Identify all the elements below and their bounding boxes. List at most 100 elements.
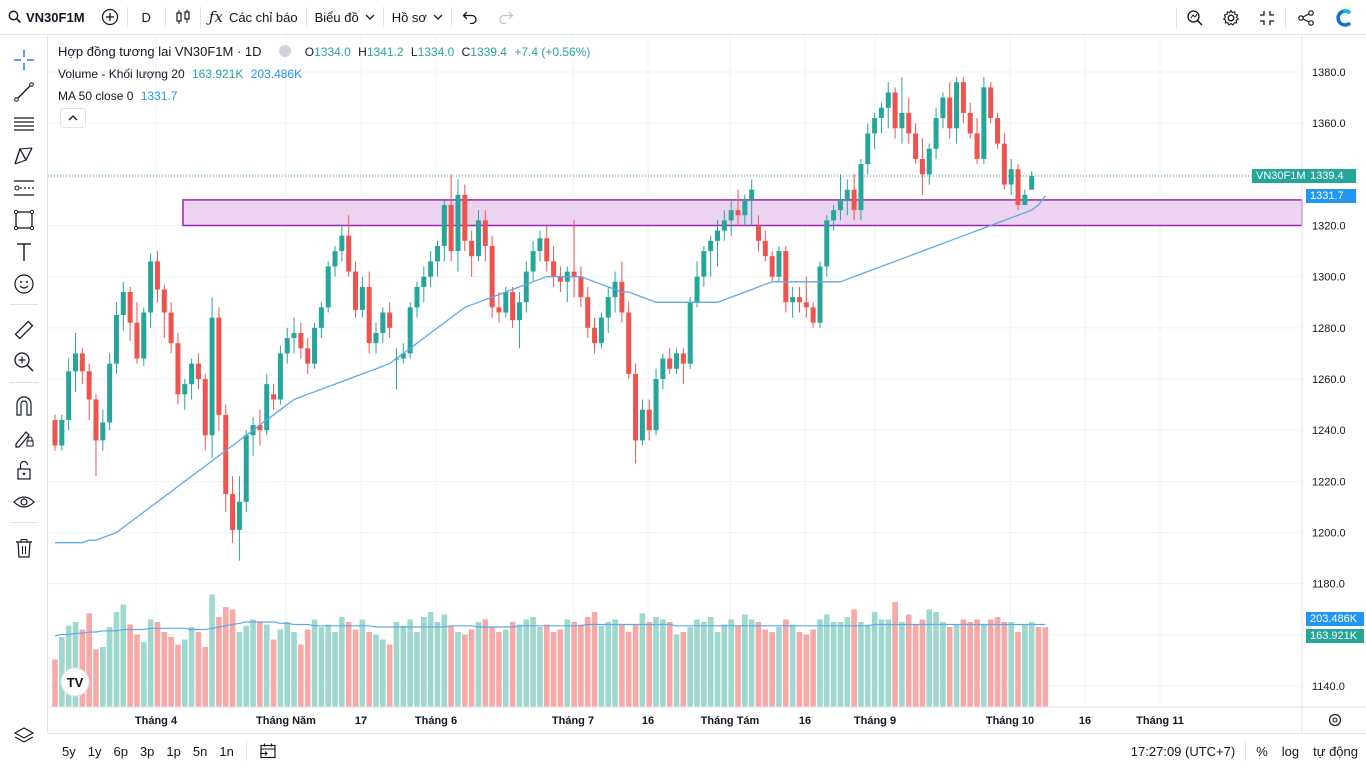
volume-bar xyxy=(113,612,120,707)
remove-drawings-tool[interactable] xyxy=(12,536,36,560)
volume-bar xyxy=(776,627,782,707)
volume-bar xyxy=(694,619,700,707)
chart-style-button[interactable] xyxy=(166,0,200,35)
compare-button[interactable] xyxy=(93,0,127,35)
fib-tool[interactable] xyxy=(12,176,36,200)
interval-button[interactable]: D xyxy=(141,9,151,25)
pattern-tool[interactable] xyxy=(12,144,36,168)
indicators-button[interactable]: ƒx Các chỉ báo xyxy=(201,0,306,35)
chart-type-label: Biểu đồ xyxy=(314,9,359,25)
volume-bar xyxy=(332,632,338,707)
emoji-tool[interactable] xyxy=(12,272,36,296)
volume-bar xyxy=(325,624,331,707)
range-button-5y[interactable]: 5y xyxy=(62,743,76,759)
volume-bar xyxy=(175,644,181,707)
layers-icon xyxy=(13,727,35,743)
candle-body xyxy=(892,92,898,129)
share-button[interactable] xyxy=(1286,0,1326,35)
timezone-button[interactable]: 17:27:09 (UTC+7) xyxy=(1130,743,1236,759)
range-button-1n[interactable]: 1n xyxy=(219,743,234,759)
volume-bar xyxy=(448,625,454,707)
range-button-6p[interactable]: 6p xyxy=(113,743,128,759)
price-chart[interactable]: 1140.01160.01180.01200.01220.01240.01260… xyxy=(48,36,1366,733)
crosshair-tool[interactable] xyxy=(12,48,36,72)
text-icon xyxy=(17,243,31,261)
volume-bar xyxy=(878,619,885,707)
high-label: H xyxy=(358,45,367,59)
candle-body xyxy=(434,245,440,262)
axis-settings-button[interactable] xyxy=(1328,713,1342,727)
magnet-tool[interactable] xyxy=(12,394,36,418)
log-scale-button[interactable]: log xyxy=(1281,743,1300,759)
candle-body xyxy=(277,353,283,400)
time-axis[interactable]: Tháng 4 Tháng Năm 17 Tháng 6 Tháng 7 16 Tháng … xyxy=(135,715,1184,727)
candle-body xyxy=(523,271,529,303)
volume-bar xyxy=(277,629,284,707)
collapse-legend-button[interactable] xyxy=(60,108,86,128)
app-logo-button[interactable] xyxy=(1326,0,1366,35)
percent-scale-button[interactable]: % xyxy=(1256,743,1268,759)
range-button-5n[interactable]: 5n xyxy=(192,743,208,759)
volume-bar xyxy=(291,632,297,707)
volume-bar xyxy=(981,624,987,707)
visibility-tool[interactable] xyxy=(12,490,36,514)
symbol-search[interactable]: VN30F1M xyxy=(0,0,93,35)
range-button-1p[interactable]: 1p xyxy=(166,743,181,759)
range-button-3p[interactable]: 3p xyxy=(139,743,155,759)
candle-body xyxy=(257,425,263,431)
volume-bar xyxy=(516,624,523,707)
profile-dropdown[interactable]: Hồ sơ xyxy=(384,0,451,35)
goto-date-button[interactable] xyxy=(253,742,283,760)
candle-body xyxy=(619,281,625,313)
candle-body xyxy=(1029,175,1035,190)
fullscreen-button[interactable] xyxy=(1249,0,1285,35)
candle-body xyxy=(421,276,427,287)
volume-bar xyxy=(625,632,632,707)
shape-tool[interactable] xyxy=(12,208,36,232)
volume-bar xyxy=(65,625,72,707)
auto-scale-button[interactable]: tự động xyxy=(1313,743,1358,759)
quick-search-button[interactable] xyxy=(1177,0,1213,35)
undo-button[interactable] xyxy=(452,0,488,35)
logo-icon xyxy=(1334,6,1356,29)
price-axis[interactable]: 1140.01160.01180.01200.01220.01240.01260… xyxy=(1312,67,1346,693)
volume-ma-line xyxy=(54,621,1046,637)
settings-button[interactable] xyxy=(1213,0,1249,35)
lines-icon xyxy=(14,117,34,131)
volume-bar xyxy=(216,617,222,707)
volume-bar xyxy=(789,624,796,707)
volume-bar xyxy=(899,622,905,707)
trend-line-tool[interactable] xyxy=(12,80,36,104)
zoom-tool[interactable] xyxy=(12,350,36,374)
volume-bar xyxy=(202,647,209,707)
chart-type-dropdown[interactable]: Biểu đồ xyxy=(307,0,383,35)
horizontal-lines-tool[interactable] xyxy=(12,112,36,136)
divider xyxy=(1176,7,1177,28)
lock-all-tool[interactable] xyxy=(12,458,36,482)
redo-button[interactable] xyxy=(488,0,524,35)
rectangle-icon xyxy=(13,209,35,231)
ma-legend[interactable]: MA 50 close 0 1331.7 xyxy=(58,89,177,103)
volume-legend[interactable]: Volume - Khối lượng 20 163.921K 203.486K xyxy=(58,67,302,81)
candle-body xyxy=(557,276,563,282)
volume-bar xyxy=(851,609,857,707)
volume-bar xyxy=(619,624,625,707)
volume-bar xyxy=(229,609,236,707)
volume-bar xyxy=(304,629,311,707)
candle-body xyxy=(933,118,939,149)
volume-bar xyxy=(359,619,366,707)
volume-bars xyxy=(52,594,1049,707)
ma-label: MA 50 close 0 xyxy=(58,89,134,103)
volume-bar xyxy=(823,614,830,707)
lock-draw-tool[interactable] xyxy=(12,426,36,450)
legend-title: Hợp đồng tương lai VN30F1M · 1D xyxy=(58,44,262,59)
volume-bar xyxy=(79,629,86,707)
indicators-label: Các chỉ báo xyxy=(228,9,298,25)
text-tool[interactable] xyxy=(12,240,36,264)
measure-tool[interactable] xyxy=(12,318,36,342)
range-button-1y[interactable]: 1y xyxy=(87,743,102,759)
volume-bar xyxy=(639,613,646,707)
object-tree-button[interactable] xyxy=(12,724,36,748)
gear-icon xyxy=(1222,8,1240,27)
volume-bar xyxy=(660,619,666,707)
